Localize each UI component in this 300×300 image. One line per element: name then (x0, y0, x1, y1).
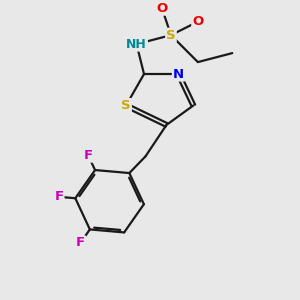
Text: S: S (166, 28, 176, 42)
Text: N: N (173, 68, 184, 80)
Text: F: F (83, 148, 93, 162)
Text: F: F (76, 236, 85, 249)
Text: O: O (192, 15, 203, 28)
Text: O: O (156, 2, 168, 15)
Text: NH: NH (126, 38, 147, 51)
Text: F: F (54, 190, 64, 203)
Text: S: S (121, 99, 131, 112)
